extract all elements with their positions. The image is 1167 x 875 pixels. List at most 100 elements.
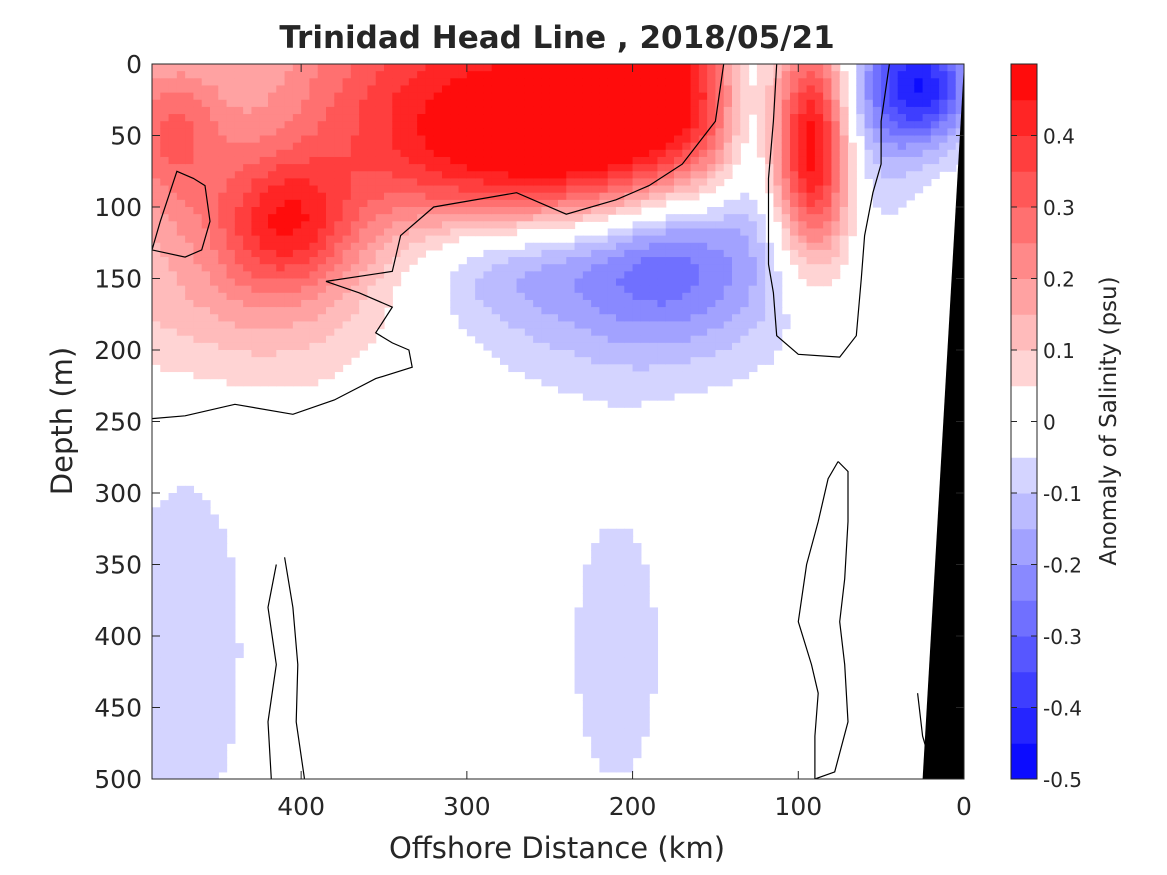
field-cell (301, 314, 311, 322)
field-cell (798, 249, 808, 258)
field-cell (624, 764, 634, 773)
field-cell (243, 364, 253, 373)
field-cell (740, 135, 750, 144)
field-cell (168, 621, 178, 630)
field-cell (582, 235, 592, 244)
field-cell (226, 643, 236, 651)
field-cell (342, 299, 352, 308)
field-cell (698, 257, 708, 265)
field-cell (251, 64, 261, 72)
field-cell (309, 285, 319, 294)
field-cell (930, 64, 940, 72)
field-cell (516, 357, 526, 365)
field-cell (881, 171, 891, 179)
field-cell (649, 357, 659, 365)
field-cell (268, 321, 277, 330)
field-cell (632, 607, 642, 616)
field-cell (243, 142, 253, 151)
field-cell (756, 92, 766, 101)
field-cell (359, 299, 369, 308)
field-cell (823, 192, 833, 201)
field-cell (160, 643, 170, 651)
field-cell (732, 278, 741, 287)
field-cell (400, 114, 410, 122)
field-cell (566, 271, 576, 280)
field-cell (226, 664, 236, 673)
field-cell (914, 92, 924, 101)
field-cell (698, 99, 708, 108)
field-cell (226, 593, 236, 601)
field-cell (210, 278, 219, 287)
field-cell (342, 335, 352, 344)
field-cell (475, 106, 485, 115)
field-cell (458, 114, 468, 122)
field-cell (160, 585, 170, 594)
field-cell (317, 307, 327, 315)
field-cell (558, 314, 567, 322)
field-cell (715, 149, 725, 158)
field-cell (649, 628, 659, 637)
field-cell (773, 178, 783, 187)
field-cell (152, 242, 161, 251)
field-cell (599, 621, 609, 630)
field-cell (359, 228, 369, 237)
field-cell (500, 121, 509, 129)
field-cell (897, 135, 907, 144)
field-cell (549, 78, 559, 87)
field-cell (268, 257, 277, 265)
field-cell (268, 342, 277, 351)
field-cell (831, 128, 841, 137)
field-cell (732, 235, 741, 244)
field-cell (284, 106, 294, 115)
field-cell (408, 106, 418, 115)
field-cell (864, 78, 874, 87)
field-cell (284, 178, 294, 187)
field-cell (549, 106, 559, 115)
field-cell (582, 78, 592, 87)
field-cell (516, 271, 526, 280)
field-cell (417, 199, 427, 208)
field-cell (334, 307, 344, 315)
field-cell (458, 264, 468, 272)
field-cell (243, 178, 253, 187)
field-cell (765, 64, 775, 72)
field-cell (176, 171, 186, 179)
field-cell (591, 557, 601, 566)
field-cell (707, 242, 717, 251)
y-tick-label: 0 (126, 50, 142, 79)
field-cell (226, 264, 236, 272)
field-cell (657, 92, 667, 101)
field-cell (210, 221, 219, 230)
field-cell (168, 149, 178, 158)
field-cell (922, 156, 932, 165)
field-cell (193, 257, 203, 265)
field-cell (591, 600, 601, 608)
field-cell (856, 85, 866, 94)
field-cell (558, 85, 567, 94)
field-cell (649, 307, 659, 315)
field-cell (185, 693, 195, 701)
field-cell (483, 321, 493, 330)
field-cell (756, 106, 766, 115)
field-cell (723, 249, 733, 258)
field-cell (566, 192, 576, 201)
field-cell (698, 185, 708, 194)
field-cell (558, 171, 567, 179)
field-cell (508, 171, 518, 179)
field-cell (317, 242, 327, 251)
field-cell (508, 192, 518, 201)
field-cell (599, 686, 609, 694)
field-cell (185, 171, 195, 179)
field-cell (168, 285, 178, 294)
field-cell (790, 228, 799, 237)
field-cell (483, 192, 493, 201)
field-cell (682, 135, 692, 144)
field-cell (616, 192, 625, 201)
field-cell (582, 714, 592, 723)
field-cell (475, 335, 485, 344)
field-cell (251, 135, 261, 144)
field-cell (889, 207, 899, 215)
field-cell (591, 264, 601, 272)
field-cell (632, 585, 642, 594)
field-cell (624, 564, 634, 573)
